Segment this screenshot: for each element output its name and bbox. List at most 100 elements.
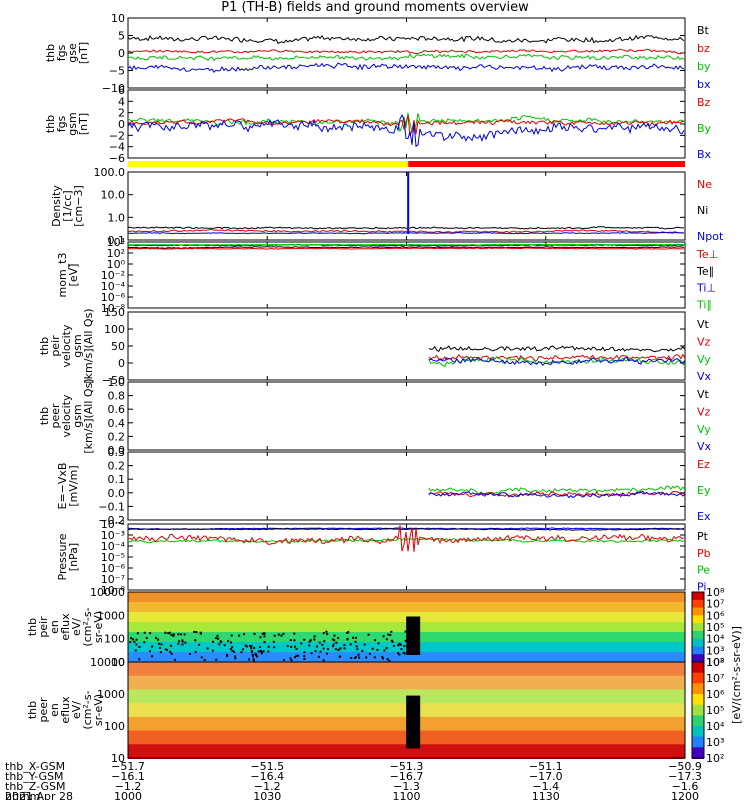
ytick-label-efield: 0.2 — [108, 460, 126, 473]
heatmap-band-peer_en — [128, 675, 685, 691]
heatmap-noise — [131, 638, 134, 641]
heatmap-noise — [164, 631, 167, 634]
heatmap-noise — [381, 657, 384, 660]
trace-Npot — [127, 231, 685, 235]
colorbar-segment — [692, 615, 704, 625]
heatmap-noise — [231, 649, 234, 652]
heatmap-noise — [377, 642, 380, 645]
legend-density-1: Ni — [697, 204, 708, 217]
panel-frame-peer_en — [127, 661, 686, 759]
heatmap-noise — [332, 643, 335, 646]
heatmap-noise — [261, 632, 264, 635]
ytick-label-pressure: 10⁻⁵ — [101, 551, 125, 564]
heatmap-noise — [183, 633, 186, 636]
heatmap-noise — [257, 650, 260, 653]
heatmap-noise — [403, 645, 406, 648]
trace-Ez — [428, 490, 686, 498]
ytick-label-peer_en: 10 — [111, 752, 125, 765]
colorbar-segment — [692, 607, 704, 617]
heatmap-noise — [290, 645, 293, 648]
ytick-label-fgs_gsm: 4 — [118, 95, 125, 108]
colorbar-segment — [692, 715, 704, 727]
ytick-label-peer_en: 1000 — [97, 688, 125, 701]
eph-value-0-1: −51.5 — [250, 760, 284, 773]
ytick-label-peer_vel: 1.0 — [108, 376, 126, 389]
heatmap-noise — [203, 658, 206, 661]
ylabel-pressure: Pressure — [56, 533, 69, 580]
colorbar-tick: 10⁴ — [706, 633, 725, 646]
trace-Bt — [127, 34, 685, 44]
eph-name-3: hhmm — [5, 790, 40, 800]
colorbar-segment — [692, 672, 704, 685]
trace-Bx — [127, 113, 685, 148]
legend-peir_vel-2: Vy — [697, 353, 711, 366]
heatmap-noise — [273, 646, 276, 649]
heatmap-noise — [318, 641, 321, 644]
ytick-label-temp: 10² — [107, 247, 125, 260]
heatmap-noise — [339, 647, 342, 650]
ytick-label-fgs_gsm: 6 — [118, 84, 125, 97]
panel-frame-peer_vel — [127, 381, 686, 451]
heatmap-noise — [177, 642, 180, 645]
heatmap-noise — [158, 642, 161, 645]
heatmap-noise — [251, 653, 254, 656]
heatmap-noise — [170, 652, 173, 655]
ytick-label-temp: 10⁻² — [101, 269, 125, 282]
legend-temp-2: Ti⊥ — [696, 282, 716, 295]
heatmap-noise — [385, 647, 388, 650]
heatmap-noise — [230, 634, 233, 637]
heatmap-noise — [252, 658, 255, 661]
eph-value-0-0: −51.7 — [111, 760, 145, 773]
ytick-label-efield: 0.3 — [108, 446, 126, 459]
colorbar-tick: 10⁴ — [706, 720, 725, 733]
colorbar-segment — [692, 654, 704, 663]
colorbar-segment — [692, 694, 704, 706]
heatmap-noise — [322, 659, 325, 662]
heatmap-noise — [334, 648, 337, 651]
heatmap-noise — [240, 651, 243, 654]
heatmap-noise — [254, 652, 257, 655]
legend-peer_vel-0: Vt — [697, 388, 710, 401]
heatmap-noise — [138, 645, 141, 648]
ytick-label-peir_vel: 0 — [118, 357, 125, 370]
eph-value-1-3: −17.0 — [529, 770, 563, 783]
eph-value-1-0: −16.1 — [111, 770, 145, 783]
heatmap-noise — [361, 649, 364, 652]
eph-value-3-1: 1030 — [253, 790, 281, 800]
heatmap-noise — [231, 646, 234, 649]
heatmap-noise — [404, 630, 407, 633]
heatmap-noise — [263, 641, 266, 644]
heatmap-noise — [404, 639, 407, 642]
heatmap-noise — [234, 655, 237, 658]
ylabel-fgs_gsm: gsm — [66, 112, 79, 135]
heatmap-noise — [376, 648, 379, 651]
ytick-label-peir_vel: −50 — [102, 374, 125, 387]
ylabel-temp: [eV] — [67, 264, 80, 287]
eph-value-2-4: −1.6 — [672, 780, 699, 793]
ytick-label-peer_vel: 0.0 — [108, 444, 126, 457]
heatmap-noise — [319, 650, 322, 653]
heatmap-noise — [309, 639, 312, 642]
heatmap-noise — [397, 652, 400, 655]
ylabel-peer_en: en — [48, 703, 61, 717]
eph-value-3-3: 1130 — [532, 790, 560, 800]
heatmap-noise — [325, 630, 328, 633]
heatmap-noise — [172, 634, 175, 637]
trace-bx — [127, 62, 685, 73]
heatmap-noise — [390, 639, 393, 642]
heatmap-noise — [289, 657, 292, 660]
panel-frame-fgs — [127, 17, 686, 89]
heatmap-noise — [181, 643, 184, 646]
heatmap-noise — [243, 633, 246, 636]
heatmap-noise — [164, 648, 167, 651]
heatmap-noise — [343, 647, 346, 650]
heatmap-noise — [350, 656, 353, 659]
ytick-label-pressure: 10⁻² — [101, 518, 125, 531]
heatmap-noise — [387, 633, 390, 636]
heatmap-noise — [259, 646, 262, 649]
legend-fgs-0: Bt — [697, 24, 710, 37]
heatmap-noise — [303, 651, 306, 654]
heatmap-noise — [272, 640, 275, 643]
heatmap-noise — [194, 650, 197, 653]
